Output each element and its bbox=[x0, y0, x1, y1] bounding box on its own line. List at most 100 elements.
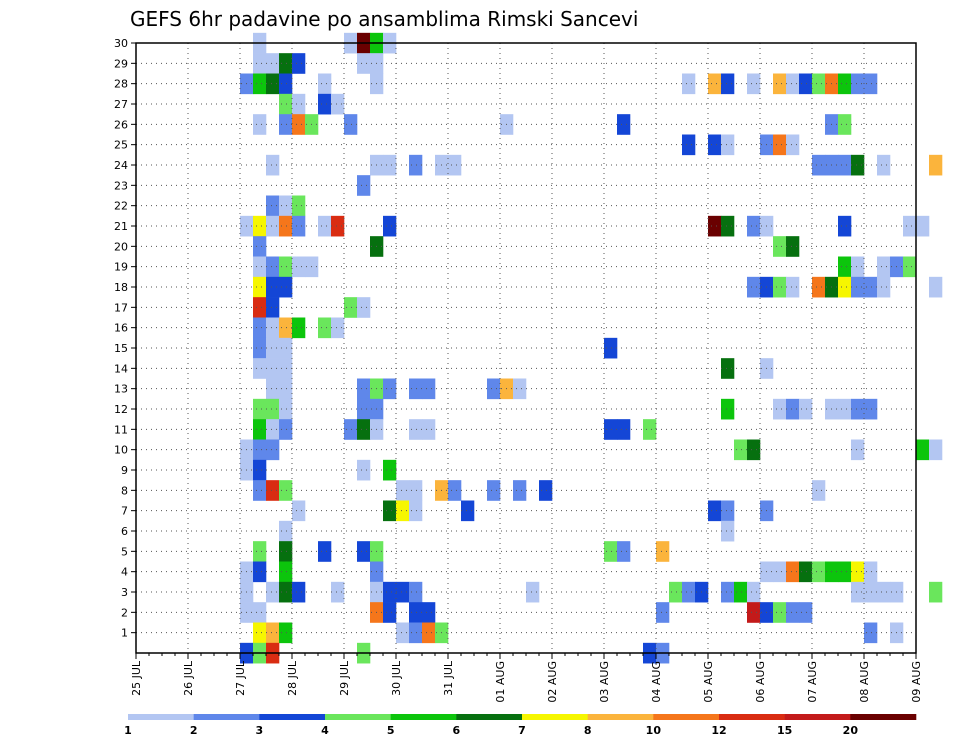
heatmap-cell bbox=[253, 622, 267, 644]
y-tick-label: 10 bbox=[114, 444, 128, 457]
heatmap-cell bbox=[851, 561, 865, 583]
heatmap-cell bbox=[617, 541, 631, 562]
heatmap-cell bbox=[747, 276, 761, 298]
heatmap-cell bbox=[279, 317, 293, 339]
heatmap-cell bbox=[812, 480, 826, 501]
heatmap-cell bbox=[669, 581, 683, 603]
heatmap-cell bbox=[877, 256, 891, 278]
heatmap-cell bbox=[266, 358, 280, 379]
heatmap-cell bbox=[253, 398, 267, 420]
heatmap-cell bbox=[357, 459, 371, 481]
colorbar-label: 3 bbox=[256, 724, 264, 737]
heatmap-cell bbox=[383, 602, 397, 623]
heatmap-cell bbox=[266, 317, 280, 339]
heatmap-cell bbox=[786, 134, 800, 156]
heatmap-cell bbox=[344, 114, 358, 135]
heatmap-cell bbox=[266, 439, 280, 461]
heatmap-cell bbox=[253, 561, 267, 583]
heatmap-cell bbox=[279, 480, 293, 501]
y-tick-label: 25 bbox=[114, 139, 128, 152]
colorbar-label: 10 bbox=[646, 724, 662, 737]
heatmap-cell bbox=[331, 581, 345, 603]
heatmap-cell bbox=[383, 378, 397, 400]
heatmap-cell bbox=[812, 73, 826, 95]
heatmap-cell bbox=[721, 500, 735, 522]
heatmap-cell bbox=[279, 73, 293, 95]
colorbar-swatch bbox=[719, 714, 785, 720]
heatmap-cell bbox=[266, 419, 280, 440]
heatmap-cell bbox=[357, 53, 371, 74]
y-tick-label: 18 bbox=[114, 281, 128, 294]
heatmap-cell bbox=[383, 154, 397, 176]
heatmap-cell bbox=[838, 215, 852, 237]
colorbar-label: 7 bbox=[518, 724, 526, 737]
heatmap-cell bbox=[604, 337, 618, 359]
heatmap-cell bbox=[773, 236, 787, 257]
x-tick-label: 06 AUG bbox=[754, 661, 767, 703]
heatmap-cell bbox=[279, 419, 293, 440]
heatmap-cell bbox=[747, 439, 761, 461]
heatmap-cell bbox=[292, 317, 306, 339]
heatmap-cell bbox=[357, 398, 371, 420]
chart-title: GEFS 6hr padavine po ansamblima Rimski S… bbox=[130, 7, 638, 31]
y-tick-label: 27 bbox=[114, 98, 128, 111]
colorbar-swatch bbox=[128, 714, 194, 720]
heatmap-cell bbox=[292, 93, 306, 115]
y-tick-label: 7 bbox=[121, 505, 128, 518]
heatmap-cell bbox=[279, 358, 293, 379]
heatmap-cell bbox=[903, 215, 917, 237]
heatmap-cell bbox=[851, 581, 865, 603]
heatmap-cell bbox=[851, 398, 865, 420]
heatmap-cell bbox=[786, 236, 800, 257]
heatmap-cell bbox=[799, 398, 813, 420]
heatmap-cell bbox=[812, 561, 826, 583]
heatmap-cell bbox=[383, 581, 397, 603]
colorbar-label: 15 bbox=[777, 724, 792, 737]
heatmap-cell bbox=[786, 602, 800, 623]
x-tick-label: 29 JUL bbox=[338, 660, 351, 696]
heatmap-cell bbox=[721, 215, 735, 237]
heatmap-cell bbox=[279, 378, 293, 400]
heatmap-cell bbox=[331, 317, 345, 339]
heatmap-cell bbox=[708, 215, 722, 237]
x-tick-label: 02 AUG bbox=[546, 661, 559, 703]
heatmap-cell bbox=[266, 73, 280, 95]
heatmap-cell bbox=[266, 622, 280, 644]
heatmap-cell bbox=[656, 602, 670, 623]
x-tick-label: 08 AUG bbox=[858, 661, 871, 703]
heatmap-cell bbox=[851, 73, 865, 95]
heatmap-cell bbox=[773, 398, 787, 420]
colorbar-swatch bbox=[587, 714, 654, 720]
colorbar-swatch bbox=[390, 714, 457, 720]
y-tick-label: 22 bbox=[114, 200, 128, 213]
heatmap-cell bbox=[292, 215, 306, 237]
heatmap-cell bbox=[253, 602, 267, 623]
heatmap-cell bbox=[708, 500, 722, 522]
heatmap-cell bbox=[344, 297, 358, 318]
heatmap-cell bbox=[318, 73, 332, 95]
heatmap-cell bbox=[357, 541, 371, 562]
x-tick-label: 27 JUL bbox=[234, 660, 247, 696]
heatmap-cell bbox=[747, 581, 761, 603]
heatmap-cell bbox=[617, 114, 631, 135]
heatmap-cell bbox=[708, 134, 722, 156]
heatmap-cell bbox=[916, 439, 930, 461]
x-tick-label: 30 JUL bbox=[390, 660, 403, 696]
colorbar-label: 1 bbox=[124, 724, 132, 737]
heatmap-cell bbox=[682, 581, 696, 603]
heatmap-cell bbox=[721, 520, 735, 542]
x-tick-label: 04 AUG bbox=[650, 661, 663, 703]
heatmap-cell bbox=[344, 419, 358, 440]
heatmap-cell bbox=[279, 93, 293, 115]
heatmap-cell bbox=[318, 541, 332, 562]
x-tick-label: 05 AUG bbox=[702, 661, 715, 703]
heatmap-cell bbox=[773, 73, 787, 95]
heatmap-cell bbox=[422, 602, 436, 623]
heatmap-cell bbox=[279, 337, 293, 359]
heatmap-cell bbox=[864, 622, 878, 644]
heatmap-cell bbox=[253, 480, 267, 501]
heatmap-cell bbox=[721, 73, 735, 95]
heatmap-cell bbox=[357, 419, 371, 440]
heatmap-cell bbox=[279, 195, 293, 217]
